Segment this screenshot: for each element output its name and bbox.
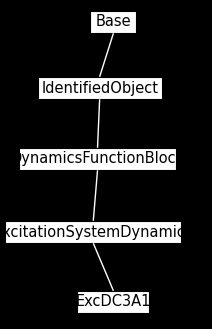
Text: IdentifiedObject: IdentifiedObject [41,81,158,95]
Text: ExcitationSystemDynamics: ExcitationSystemDynamics [0,224,193,240]
Text: DynamicsFunctionBlock: DynamicsFunctionBlock [10,151,185,166]
Text: ExcDC3A1: ExcDC3A1 [76,294,151,310]
FancyBboxPatch shape [90,11,137,33]
FancyBboxPatch shape [77,291,149,313]
FancyBboxPatch shape [19,148,176,170]
FancyBboxPatch shape [38,77,162,99]
FancyBboxPatch shape [5,221,181,243]
Text: Base: Base [96,14,131,30]
